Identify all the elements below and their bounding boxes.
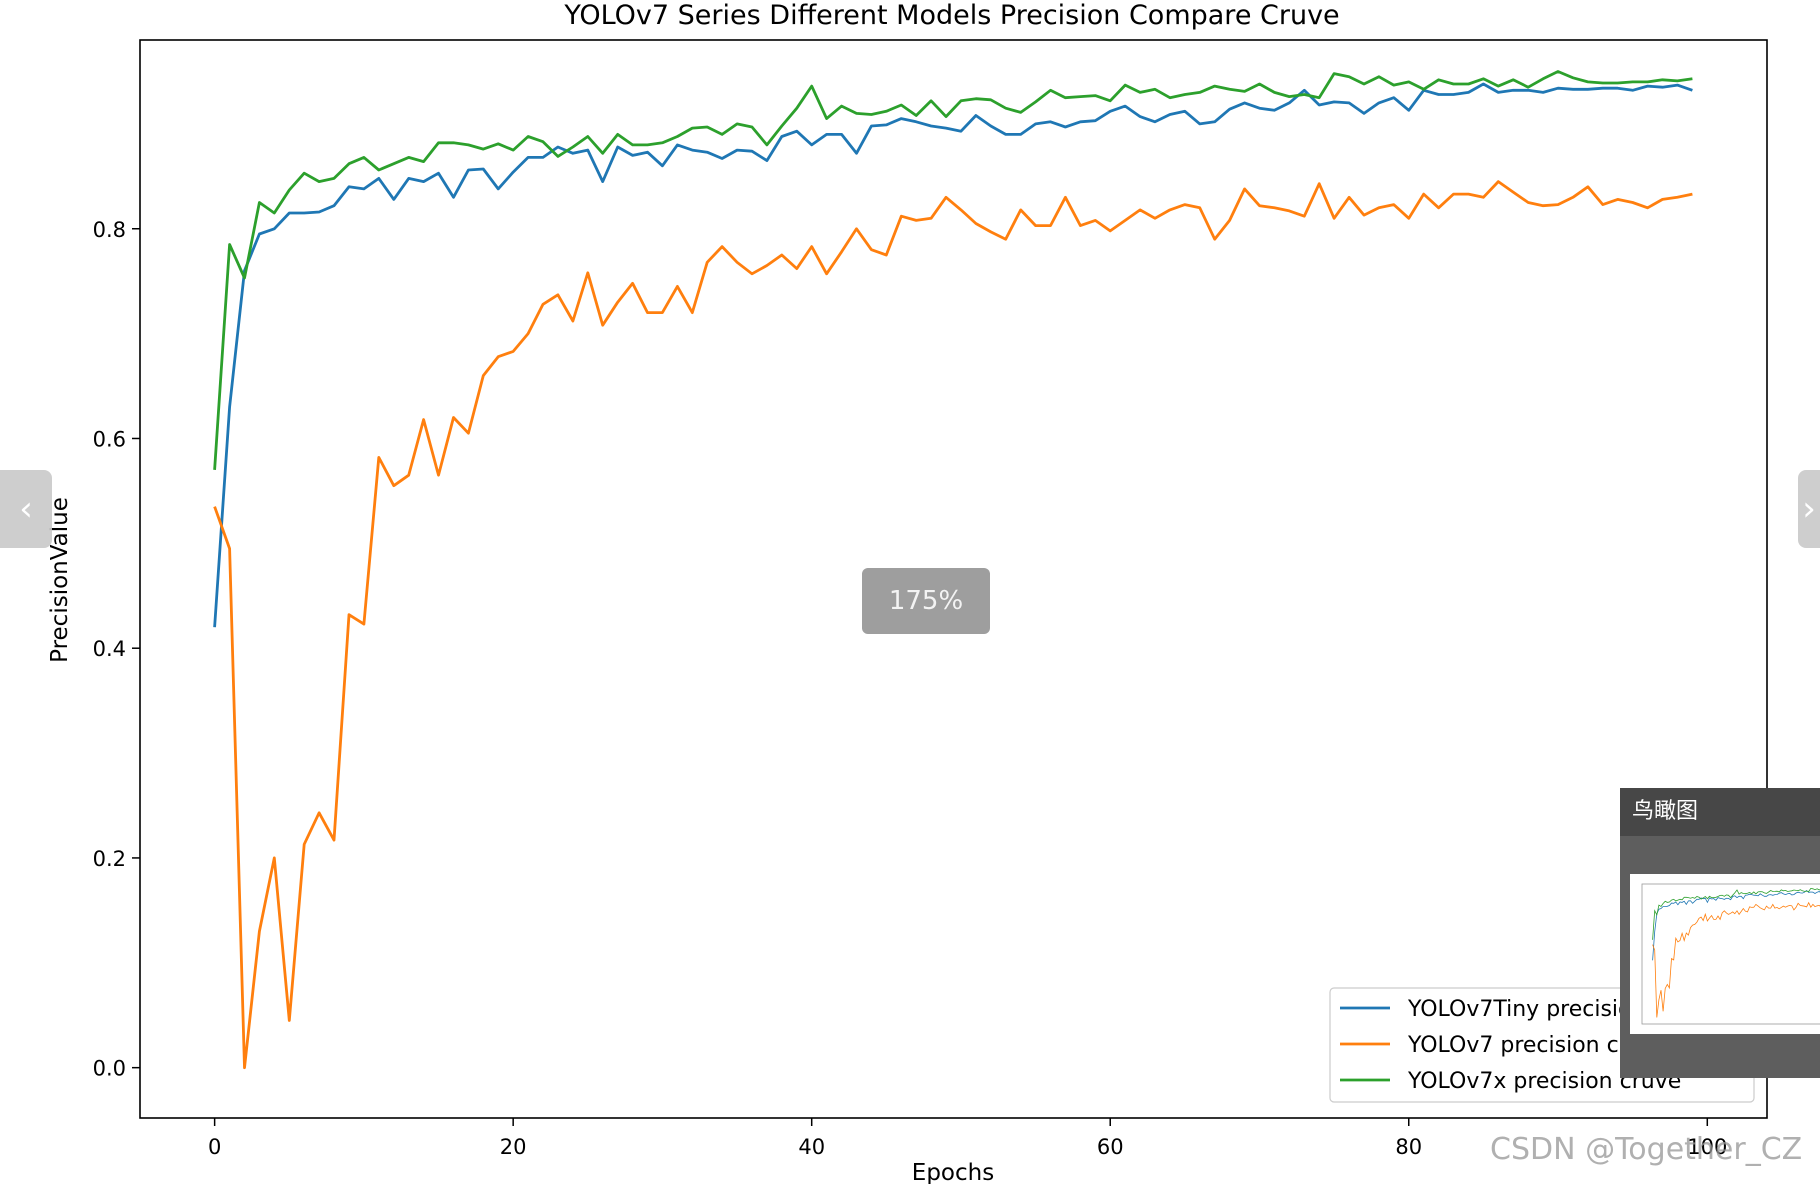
x-axis: 0 20 40 60 80 100 — [208, 1118, 1727, 1159]
chevron-right-icon: › — [1802, 489, 1816, 529]
overview-series-line-2 — [1652, 887, 1820, 940]
next-image-button[interactable]: › — [1798, 470, 1820, 548]
overview-series-line-0 — [1652, 889, 1820, 961]
overview-series-line-1 — [1652, 901, 1820, 1018]
overview-title: 鸟瞰图 — [1620, 788, 1820, 836]
overview-thumbnail[interactable] — [1630, 874, 1820, 1034]
x-tick-label: 0 — [208, 1135, 221, 1159]
zoom-level-badge: 175% — [862, 568, 990, 634]
overview-chart-thumbnail — [1641, 883, 1820, 1025]
x-tick-label: 40 — [798, 1135, 825, 1159]
x-tick-label: 60 — [1097, 1135, 1124, 1159]
y-tick-label: 0.2 — [93, 847, 126, 871]
y-tick-label: 0.8 — [93, 218, 126, 242]
watermark: CSDN @Together_CZ — [1490, 1132, 1803, 1167]
y-tick-label: 0.4 — [93, 637, 126, 661]
plot-frame — [139, 39, 1768, 1119]
y-tick-label: 0.0 — [93, 1057, 126, 1081]
chart-title: YOLOv7 Series Different Models Precision… — [563, 0, 1339, 31]
plot-lines — [213, 70, 1693, 1070]
y-tick-label: 0.6 — [93, 427, 126, 451]
previous-image-button[interactable]: ‹ — [0, 470, 52, 548]
overview-panel[interactable]: 鸟瞰图 — [1620, 788, 1820, 1078]
x-tick-label: 80 — [1395, 1135, 1422, 1159]
series-line-1 — [213, 180, 1693, 1070]
x-tick-label: 20 — [500, 1135, 527, 1159]
chevron-left-icon: ‹ — [19, 489, 33, 529]
y-axis: 0.0 0.2 0.4 0.6 0.8 — [93, 218, 140, 1081]
series-line-0 — [213, 82, 1693, 628]
x-axis-label: Epochs — [912, 1160, 994, 1184]
x-tick-label: 100 — [1687, 1135, 1727, 1159]
series-line-2 — [213, 70, 1693, 470]
